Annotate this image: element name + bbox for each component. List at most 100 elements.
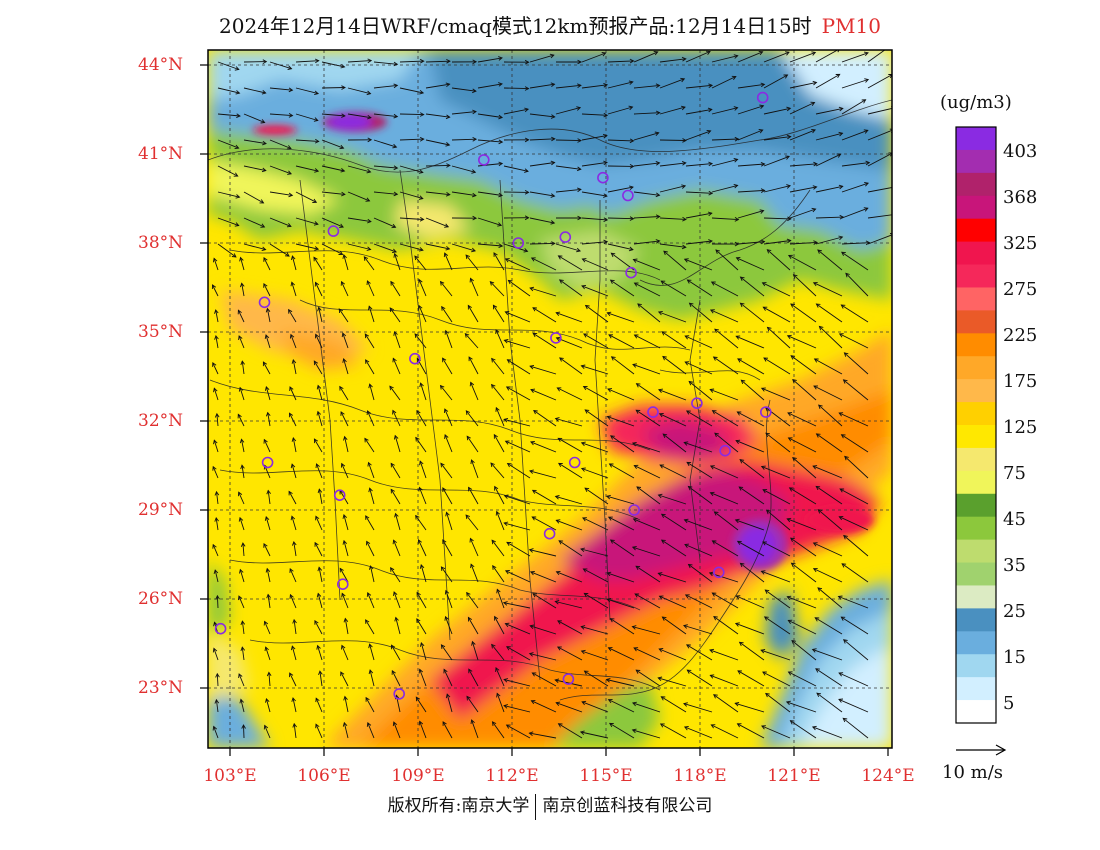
wind-arrow xyxy=(793,274,817,297)
wind-arrow xyxy=(710,492,739,505)
wind-arrow xyxy=(315,516,323,531)
wind-arrow xyxy=(343,254,349,271)
wind-arrow xyxy=(466,592,479,609)
wind-arrow xyxy=(815,50,839,63)
wind-arrow xyxy=(529,287,557,297)
station-marker xyxy=(559,231,572,243)
wind-arrow-head xyxy=(580,364,586,370)
wind-arrow xyxy=(505,623,531,635)
wind-arrow-head xyxy=(559,357,564,362)
wind-arrow-head xyxy=(214,412,220,418)
wind-arrow xyxy=(238,673,245,687)
wind-arrow xyxy=(610,539,635,557)
lon-label-112: 112°E xyxy=(485,766,539,786)
wind-arrow xyxy=(344,618,349,635)
wind-arrow-head xyxy=(365,197,371,202)
wind-arrow xyxy=(741,379,765,401)
wind-arrow xyxy=(269,243,290,257)
wind-arrow xyxy=(295,139,319,142)
wind-arrow xyxy=(317,411,323,427)
wind-arrow-head xyxy=(339,223,344,228)
wind-arrow xyxy=(241,361,245,375)
wind-arrow-head xyxy=(813,161,818,167)
wind-arrow xyxy=(391,644,401,661)
wind-arrow-head xyxy=(580,467,586,472)
wind-arrow xyxy=(685,130,711,141)
wind-arrow-head xyxy=(238,335,243,341)
wind-arrow-head xyxy=(583,670,589,675)
wind-arrow-head xyxy=(686,279,692,284)
wind-arrow-head xyxy=(498,82,503,87)
wind-arrow-head xyxy=(504,310,510,316)
station-marker xyxy=(336,578,349,591)
wind-arrow-head xyxy=(811,207,817,213)
station-marker xyxy=(409,352,421,365)
wind-arrow-head xyxy=(739,302,745,308)
wind-arrow xyxy=(712,410,739,427)
wind-arrow-head xyxy=(581,700,587,706)
wind-arrow xyxy=(686,462,713,479)
wind-arrow xyxy=(289,672,297,687)
wind-arrow xyxy=(658,572,687,583)
wind-arrow xyxy=(658,677,687,687)
wind-arrow-head xyxy=(265,307,271,313)
wind-arrow xyxy=(581,52,606,63)
wind-arrow-head xyxy=(629,185,634,191)
legend-label-403: 403 xyxy=(1003,141,1038,162)
legend-swatch xyxy=(956,608,996,632)
wind-arrow-head xyxy=(495,667,500,672)
wind-arrow-head xyxy=(635,383,641,388)
wind-arrow-head xyxy=(760,570,766,575)
wind-arrow-head xyxy=(629,216,635,221)
wind-arrow xyxy=(711,217,739,221)
wind-arrow-head xyxy=(739,459,745,464)
wind-arrow xyxy=(425,164,450,167)
wind-arrow xyxy=(529,217,555,224)
wind-arrow-head xyxy=(260,223,266,228)
wind-arrow xyxy=(659,413,687,427)
wind-arrow-head xyxy=(554,417,560,422)
wind-arrow-head xyxy=(550,220,556,225)
wind-arrow-head xyxy=(843,352,849,357)
wind-arrow-head xyxy=(212,257,218,263)
wind-arrow-head xyxy=(790,537,795,542)
wind-arrow-head xyxy=(394,512,399,518)
title-pollutant: PM10 xyxy=(821,14,881,38)
wind-arrow-head xyxy=(466,435,471,441)
wind-arrow xyxy=(529,470,557,479)
wind-arrow xyxy=(444,434,453,453)
wind-arrow xyxy=(843,379,869,401)
wind-arrow xyxy=(555,243,581,252)
wind-arrow-head xyxy=(418,720,424,726)
wind-arrow-head xyxy=(444,434,449,439)
wind-arrow xyxy=(533,410,557,427)
wind-arrow-head xyxy=(686,410,691,415)
wind-arrow xyxy=(504,495,531,505)
wind-arrow xyxy=(267,594,271,609)
wind-arrow xyxy=(446,512,453,531)
wind-arrow-head xyxy=(708,190,714,196)
wind-arrow-head xyxy=(760,188,766,193)
wind-arrow-head xyxy=(556,646,562,651)
lon-label-103: 103°E xyxy=(203,766,257,786)
wind-arrow xyxy=(269,113,293,117)
wind-arrow xyxy=(290,334,297,349)
wind-arrow-head xyxy=(290,645,296,651)
wind-arrow xyxy=(496,589,505,609)
wind-arrow-head xyxy=(287,170,292,175)
legend-label-325: 325 xyxy=(1003,233,1038,254)
wind-arrow-head xyxy=(528,548,534,553)
wind-arrow-head xyxy=(812,542,818,547)
wind-arrow xyxy=(368,306,375,323)
wind-arrow xyxy=(815,236,843,245)
wind-arrow xyxy=(418,487,427,505)
wind-arrow xyxy=(440,385,453,401)
wind-arrow xyxy=(685,108,712,115)
wind-arrow-head xyxy=(709,648,715,654)
wind-arrow-head xyxy=(389,385,394,391)
wind-arrow xyxy=(440,463,453,479)
wind-arrow xyxy=(712,592,739,609)
wind-arrow-head xyxy=(531,672,537,677)
wind-arrow-head xyxy=(683,441,689,446)
wind-arrow-head xyxy=(550,82,556,87)
